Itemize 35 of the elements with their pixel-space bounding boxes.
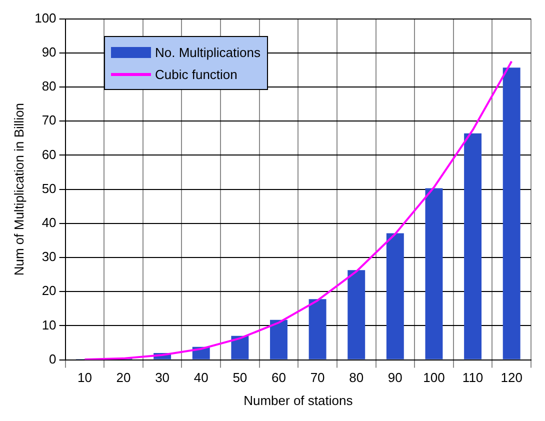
bar (386, 233, 404, 360)
bar (231, 336, 249, 360)
y-tick-label: 30 (42, 249, 56, 264)
bar (270, 320, 288, 360)
legend-label: Cubic function (155, 66, 238, 82)
y-tick-label: 70 (42, 112, 56, 128)
x-tick-label: 110 (462, 370, 484, 386)
y-tick-label: 60 (42, 146, 56, 162)
x-tick-label: 60 (272, 370, 286, 386)
y-tick-label: 0 (49, 351, 56, 366)
y-tick-label: 10 (42, 317, 56, 332)
y-tick-label: 40 (42, 214, 56, 230)
bar (502, 68, 520, 360)
x-tick-label: 80 (349, 370, 364, 386)
x-tick-label: 100 (423, 370, 445, 386)
y-tick-label: 50 (42, 180, 56, 196)
x-tick-label: 10 (77, 370, 92, 386)
y-tick-label: 20 (42, 283, 56, 298)
y-tick-label: 90 (42, 44, 56, 60)
y-tick-label: 80 (42, 78, 56, 94)
bar (425, 188, 443, 360)
x-tick-label: 20 (116, 370, 131, 386)
y-axis-title: Num of Multiplication in Billion (11, 102, 26, 276)
legend-label: No. Multiplications (155, 44, 260, 60)
bar (308, 299, 326, 360)
x-tick-label: 50 (232, 370, 248, 386)
x-tick-label: 70 (310, 370, 325, 386)
x-axis-title: Number of stations (244, 392, 354, 408)
bar (464, 133, 482, 360)
y-tick-label: 100 (34, 10, 56, 26)
x-tick-label: 40 (194, 370, 208, 386)
x-tick-label: 90 (388, 370, 402, 386)
x-tick-label: 30 (155, 370, 170, 386)
bar (348, 270, 366, 360)
x-tick-label: 120 (500, 370, 522, 386)
